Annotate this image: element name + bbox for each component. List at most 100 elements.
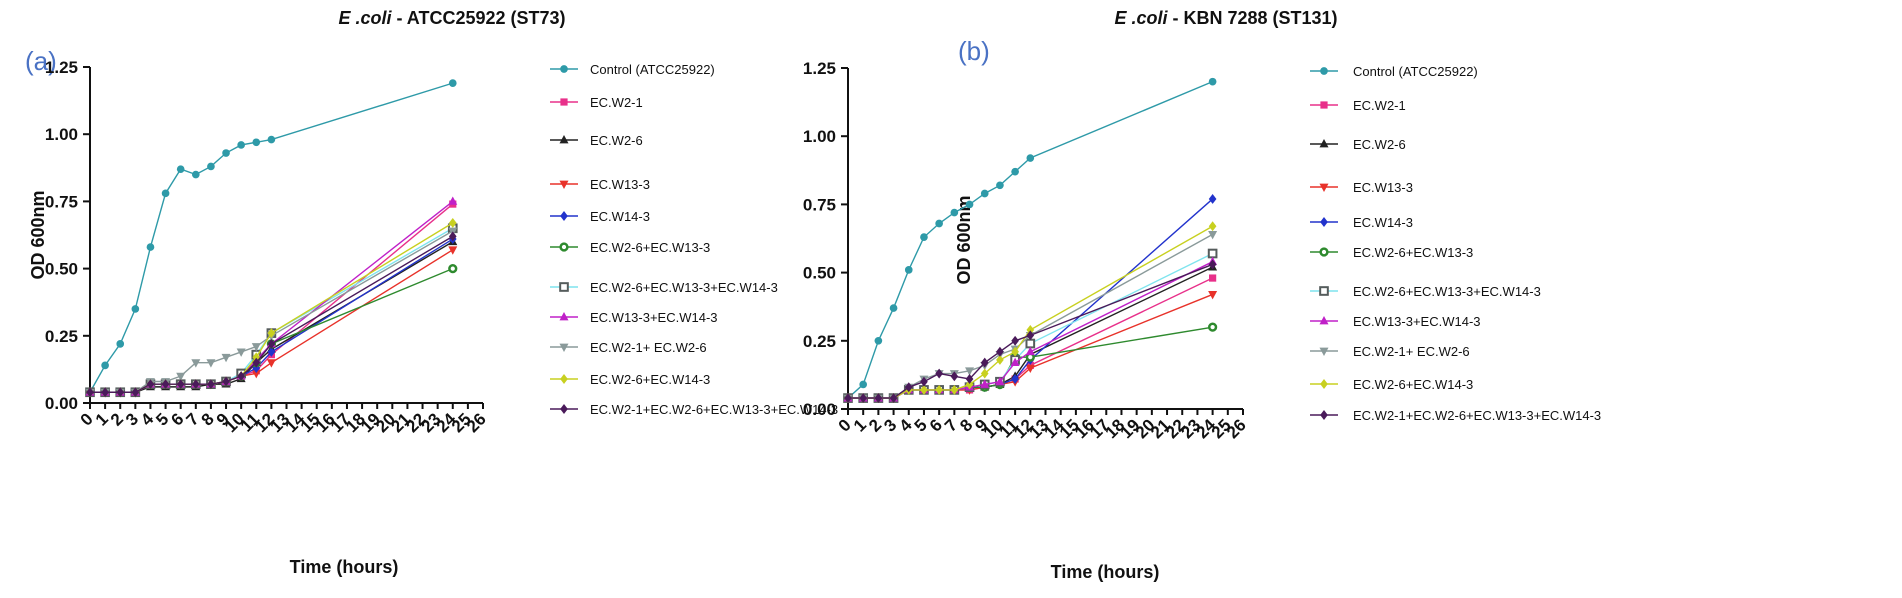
chart-b-series-10-point [904,382,913,393]
chart-a-series-3-point [251,370,261,379]
chart-b-series-9-point [980,368,989,379]
chart-a-series-0-point [146,243,155,251]
chart-b-legend-marker [1319,247,1329,257]
chart-a-series-0-point [207,162,215,171]
chart-a-series-10-point [176,379,185,390]
chart-b-legend: Control (ATCC25922) EC.W2-1 EC.W2-6 EC.W13-… [1310,64,1601,423]
chart-b-legend-marker [1320,67,1328,75]
chart-b: E .coli - KBN 7288 (ST131) (b) OD 600nm … [803,8,1601,582]
chart-a-series-10-point [207,379,215,390]
chart-a-legend-marker [560,374,568,384]
chart-a-series-3-point [266,359,276,368]
chart-b-legend-label: EC.W2-1+ EC.W2-6 [1353,344,1470,359]
chart-b-legend-marker [1319,347,1329,356]
chart-b-legend-item: EC.W14-3 [1310,215,1413,230]
chart-b-series-0-point [950,208,959,217]
chart-a-series-3 [85,246,458,398]
chart-b-x-tick-label: 3 [880,415,900,435]
chart-b-series-0-point [904,266,913,274]
chart-a-series-10-point [146,379,155,390]
chart-a-legend-marker [559,180,569,189]
chart-b-series-10-point [1026,330,1035,341]
chart-b-y-tick-label: 0.50 [803,264,836,283]
chart-b-x-tick-label: 26 [1223,415,1250,442]
chart-a-legend-item: EC.W2-6+EC.W14-3 [550,372,710,387]
chart-b-series-6-point [1207,248,1218,259]
chart-a-legend-item: EC.W2-1+EC.W2-6+EC.W13-3+EC.W14-3 [550,402,838,417]
chart-b-series-1-point [1209,274,1217,282]
chart-a-legend-marker [559,282,569,292]
chart-a-series-0-point [131,305,140,313]
chart-b-series-10-point [1208,259,1217,270]
chart-a-series-0-point [448,79,457,87]
chart-a-series-0 [86,79,457,397]
chart-b-legend-item: EC.W13-3+EC.W14-3 [1310,314,1481,329]
chart-a-legend-marker [560,404,568,414]
chart-a-y-tick-label: 0.50 [45,260,78,279]
chart-a-series-8-point [176,372,186,382]
chart-a-series-6 [85,223,458,398]
chart-a-series-10-point [252,357,261,368]
chart-b-legend-label: EC.W2-6 [1353,137,1406,152]
chart-a-series-2-line [90,241,454,393]
chart-b-x-tick-label: 6 [926,415,946,435]
chart-b-series-8 [843,231,1218,404]
chart-b-series-9-point [920,384,928,395]
chart-b-series-0-point [1208,77,1217,86]
chart-a-legend: Control (ATCC25922) EC.W2-1 EC.W2-6 EC.W13-… [550,62,838,417]
chart-b-panel-label: (b) [958,36,990,66]
chart-b-series-9-point [1011,346,1019,357]
chart-a-series-0-point [237,141,245,149]
chart-b-legend-item: Control (ATCC25922) [1310,64,1478,79]
chart-a-series-0-point [252,138,261,147]
chart-a-series-8-point [191,359,201,368]
chart-a-series-0-point [116,340,125,348]
chart-b-legend-marker [1319,139,1329,148]
chart-b-series-7-point [995,376,1005,386]
chart-b-legend-item: EC.W2-6 [1310,137,1406,152]
chart-a-series-9 [86,217,457,398]
chart-b-legend-label: EC.W2-1+EC.W2-6+EC.W13-3+EC.W14-3 [1353,408,1601,423]
chart-b-legend-marker [1320,101,1328,109]
chart-b-legend-label: EC.W2-6+EC.W14-3 [1353,377,1473,392]
chart-b-series-9-point [965,379,974,390]
chart-a: E .coli - ATCC25922 (ST73) (a) OD 600nm … [25,8,838,577]
chart-b-legend-item: EC.W2-1 [1310,98,1406,113]
chart-b-series-0 [844,77,1217,402]
chart-a-panel-label: (a) [25,46,57,76]
chart-b-series-0-point [935,219,943,228]
chart-b-y-axis-label: OD 600nm [954,195,974,284]
chart-a-legend-label: EC.W2-6+EC.W13-3 [590,240,710,255]
chart-b-y-tick-label: 1.25 [803,59,836,78]
chart-b-y-tick-label: 0.75 [803,195,836,214]
chart-b-series-0-point [965,200,974,209]
chart-a-y-tick-label: 0.00 [45,394,78,413]
chart-a-legend-marker [559,135,569,144]
chart-b-y-tick-label: 0.00 [803,400,836,419]
chart-a-series-10-point [116,387,125,398]
chart-b-series-10-point [935,368,943,379]
chart-a-series-10-point [267,338,276,349]
chart-a-series-9-point [448,217,457,228]
chart-b-series-7-point [1010,357,1020,366]
chart-b-series-8-point [1208,231,1218,240]
chart-a-series-0-point [176,165,185,173]
chart-a-series-8-point [251,343,261,352]
chart-a-legend-label: EC.W13-3+EC.W14-3 [590,310,718,325]
chart-a-legend-marker [560,211,568,221]
chart-b-series-9-point [1026,324,1035,335]
chart-a-legend-label: EC.W14-3 [590,209,650,224]
chart-b-plot-area: 0.000.250.500.751.001.250123456789101112… [803,59,1250,442]
chart-b-legend-marker [1319,183,1329,192]
chart-b-legend-item: EC.W2-6+EC.W13-3 [1310,245,1473,260]
chart-b-series-10-point [844,393,852,404]
chart-a-y-axis-label: OD 600nm [28,190,48,279]
chart-a-legend-label: EC.W2-6 [590,133,643,148]
chart-a-y-tick-label: 0.25 [45,327,78,346]
chart-a-plot-area: 0.000.250.500.751.001.250123456789101112… [45,58,490,436]
chart-a-y-tick-label: 1.00 [45,125,78,144]
chart-b-legend-label: EC.W2-1 [1353,98,1406,113]
chart-b-series-6-point [1025,338,1036,349]
chart-a-x-tick-label: 26 [463,409,490,436]
